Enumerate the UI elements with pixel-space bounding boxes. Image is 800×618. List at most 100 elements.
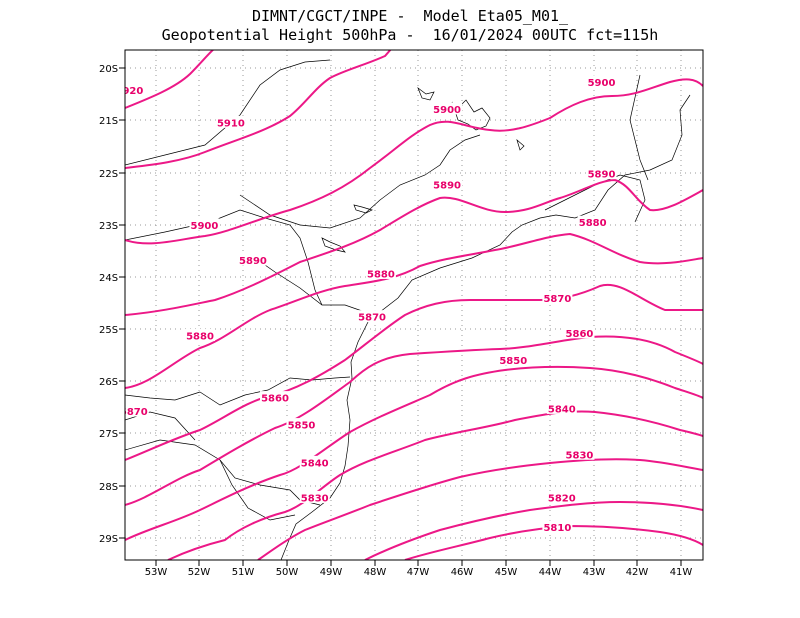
state-border-mg-north (125, 59, 331, 166)
state-border-mg-es (629, 74, 649, 181)
lat-tick-label: 24S (99, 273, 118, 284)
contour-label: 5920 (115, 86, 143, 97)
contour-label-bg (586, 75, 617, 88)
lat-tick-label: 20S (99, 64, 118, 75)
contour-5840 (167, 410, 703, 560)
state-border-mg-rj (544, 174, 646, 223)
contour-label: 5910 (217, 118, 245, 129)
lat-tick-label: 26S (99, 377, 118, 388)
contour-label: 5870 (120, 407, 148, 418)
lat-tick-label: 23S (99, 221, 118, 232)
contour-label-bg (299, 455, 330, 468)
contour-label-bg (260, 391, 291, 404)
state-border-pr (254, 257, 366, 313)
reservoir-1 (451, 99, 491, 131)
lon-tick-label: 53W (145, 567, 168, 578)
contour-5850 (125, 365, 703, 541)
contour-label: 5890 (433, 180, 461, 191)
contour-label: 5830 (566, 450, 594, 461)
lat-tick-label: 22S (99, 169, 118, 180)
contour-5860 (125, 335, 703, 506)
contour-label-bg (542, 291, 573, 304)
contour-label-bg (237, 253, 268, 266)
lat-tick-label: 25S (99, 325, 118, 336)
contour-5820 (364, 500, 703, 560)
lon-tick-label: 44W (539, 567, 562, 578)
coastline (280, 94, 691, 560)
lon-tick-label: 48W (364, 567, 387, 578)
lat-tick-label: 28S (99, 482, 118, 493)
lon-tick-label: 51W (232, 567, 255, 578)
lon-tick-label: 45W (495, 567, 518, 578)
contour-label: 5860 (566, 329, 594, 340)
contour-label-bg (189, 218, 220, 231)
lon-tick-label: 50W (276, 567, 299, 578)
state-border-rs-west (219, 459, 296, 521)
contour-label-bg (432, 102, 463, 115)
contour-label-bg (542, 520, 573, 533)
contour-label: 5900 (588, 78, 616, 89)
lon-tick-label: 41W (670, 567, 693, 578)
chart-title-line1: DIMNT/CGCT/INPE - Model Eta05_M01_ (251, 7, 569, 25)
map-gridlines (125, 50, 703, 560)
contour-label: 5900 (433, 105, 461, 116)
lat-tick-label: 21S (99, 116, 118, 127)
border-argentina (125, 391, 201, 401)
contour-label: 5850 (288, 421, 316, 432)
contour-5910 (125, 50, 392, 169)
contour-label: 5850 (499, 356, 527, 367)
contour-5900 (125, 78, 703, 245)
contour-label: 5870 (358, 313, 386, 324)
plot-frame (124, 49, 704, 561)
contour-label: 5820 (548, 493, 576, 504)
contour-label-bg (299, 490, 330, 503)
contour-label-bg (564, 447, 595, 460)
contour-label-bg (546, 490, 577, 503)
contour-label-bg (586, 167, 617, 180)
state-border-pr-sc (199, 376, 351, 406)
state-border-sp-mg (239, 134, 481, 229)
contour-label-bg (357, 310, 388, 323)
contour-label: 5890 (588, 170, 616, 181)
contour-5870 (125, 283, 703, 461)
contour-label-bg (432, 177, 463, 190)
contour-label: 5900 (190, 221, 218, 232)
latitude-axis: 20S 21S 22S 23S 24S 25S 26S 27S 28S 29S (99, 64, 118, 545)
contour-label: 5880 (186, 332, 214, 343)
contour-5920 (125, 50, 215, 109)
reservoir-3 (353, 204, 373, 214)
tick-marks (119, 67, 682, 566)
contour-label-bg (125, 83, 145, 96)
contour-label-bg (546, 401, 577, 414)
lat-tick-label: 27S (99, 429, 118, 440)
contour-5890 (125, 178, 703, 316)
reservoir-4 (321, 237, 346, 253)
longitude-axis: 53W 52W 51W 50W 49W 48W 47W 46W 45W 44W … (145, 567, 693, 578)
lon-tick-label: 47W (407, 567, 430, 578)
contour-label-bg (125, 404, 149, 417)
contour-label: 5840 (548, 404, 576, 415)
contour-label-bg (215, 115, 246, 128)
contour-label-bg (498, 353, 529, 366)
state-border-sc-rs (125, 439, 321, 506)
contour-labels: 5920 5910 5900 5900 5900 5890 5890 5890 5880 5880… (115, 75, 617, 534)
contour-label: 5880 (579, 218, 607, 229)
contour-label: 5860 (261, 394, 289, 405)
reservoir-2 (417, 86, 435, 101)
contour-label-bg (564, 326, 595, 339)
river-parana (125, 209, 323, 306)
lat-tick-label: 29S (99, 534, 118, 545)
lon-tick-label: 49W (320, 567, 343, 578)
contour-5880 (125, 232, 703, 389)
contour-label: 5890 (239, 256, 267, 267)
lon-tick-label: 52W (188, 567, 211, 578)
lon-tick-label: 46W (451, 567, 474, 578)
reservoir-5 (516, 138, 525, 151)
contour-5830 (257, 458, 703, 560)
contour-label: 5880 (367, 269, 395, 280)
chart-title-line2: Geopotential Height 500hPa - 16/01/2024 … (161, 26, 659, 44)
lon-tick-label: 43W (583, 567, 606, 578)
contour-label: 5810 (543, 523, 571, 534)
contour-label: 5840 (301, 458, 329, 469)
